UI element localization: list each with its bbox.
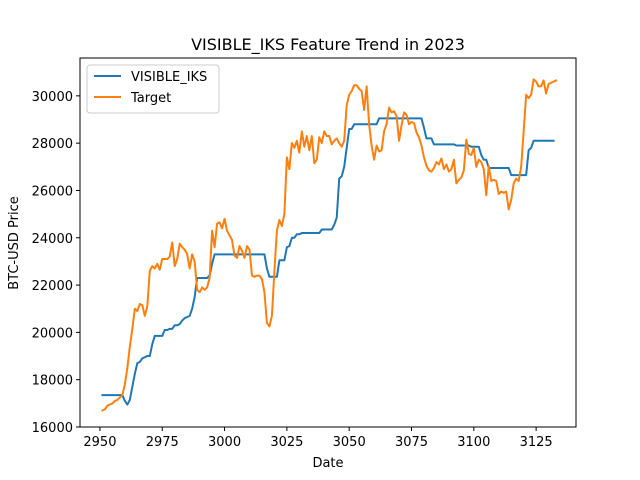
series-line-2 <box>101 78 558 412</box>
x-tick-label: 2975 <box>146 435 179 450</box>
y-tick-label: 26000 <box>32 184 73 199</box>
y-tick-label: 24000 <box>32 232 73 247</box>
x-tick-label: 2950 <box>83 435 116 450</box>
x-tick-label: 3125 <box>520 435 553 450</box>
axes-frame <box>79 57 577 428</box>
x-tick-label: 3050 <box>333 435 366 450</box>
y-tick-label: 16000 <box>32 421 73 436</box>
y-tick-label: 30000 <box>32 90 73 105</box>
y-tick-label: 18000 <box>32 374 73 389</box>
chart-title: VISIBLE_IKS Feature Trend in 2023 <box>191 35 465 55</box>
y-axis-label: BTC-USD Price <box>7 196 22 290</box>
x-tick-label: 3000 <box>208 435 241 450</box>
y-tick-label: 20000 <box>32 326 73 341</box>
x-tick-label: 3075 <box>395 435 428 450</box>
x-axis-ticks: 2950 2975 3000 3025 3050 3075 3100 3125 <box>83 427 553 450</box>
x-tick-label: 3100 <box>457 435 490 450</box>
legend-label-target: Target <box>130 91 171 106</box>
legend-label-visible-iks: VISIBLE_IKS <box>131 70 207 85</box>
y-tick-label: 28000 <box>32 137 73 152</box>
y-tick-label: 22000 <box>32 279 73 294</box>
x-tick-label: 3025 <box>270 435 303 450</box>
series-line-1 <box>101 117 555 406</box>
y-axis-ticks: 16000 18000 20000 22000 24000 26000 28000 30000 <box>32 90 80 436</box>
plot-lines <box>101 78 558 412</box>
legend: VISIBLE_IKS Target <box>86 64 220 114</box>
x-axis-label: Date <box>312 456 343 471</box>
